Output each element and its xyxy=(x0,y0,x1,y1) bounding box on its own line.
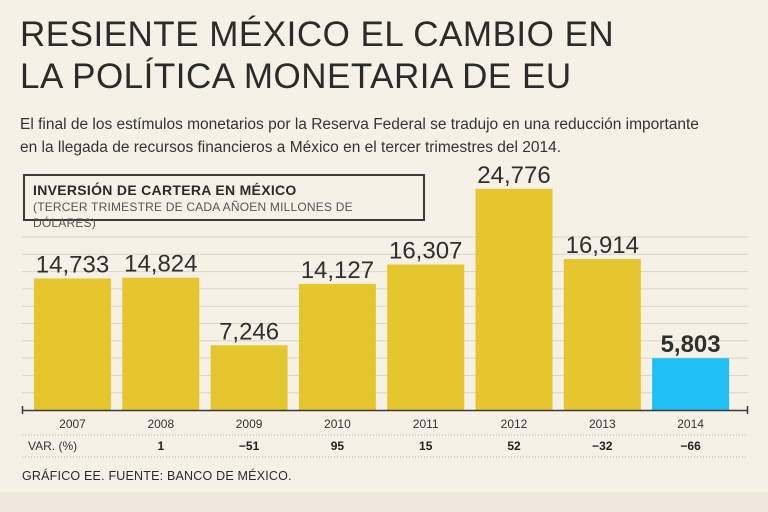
value-label-2012: 24,776 xyxy=(477,162,550,189)
bottom-band xyxy=(0,492,768,512)
value-label-2007: 14,733 xyxy=(36,252,109,279)
bar-2008 xyxy=(122,277,200,410)
value-label-2009: 7,246 xyxy=(219,318,279,345)
value-label-2011: 16,307 xyxy=(389,238,462,265)
subtitle: El final de los estímulos monetarios por… xyxy=(20,113,755,159)
title-line-2: LA POLÍTICA MONETARIA DE EU xyxy=(20,57,572,96)
value-label-2010: 14,127 xyxy=(301,257,374,284)
subtitle-line-2: en la llegada de recursos financieros a … xyxy=(20,139,562,156)
bar-2014 xyxy=(652,358,730,410)
x-tick-label-2012: 2012 xyxy=(501,417,528,431)
variation-value-2008: 1 xyxy=(157,439,164,453)
bar-2013 xyxy=(563,259,641,410)
x-tick-label-2010: 2010 xyxy=(324,417,351,431)
bar-2012 xyxy=(475,188,553,410)
title-line-1: RESIENTE MÉXICO EL CAMBIO EN xyxy=(20,15,615,54)
variation-value-2014: −66 xyxy=(680,439,701,453)
value-label-2008: 14,824 xyxy=(124,251,197,278)
page-title: RESIENTE MÉXICO EL CAMBIO EN LA POLÍTICA… xyxy=(20,14,760,98)
x-tick-label-2014: 2014 xyxy=(677,417,704,431)
x-tick-label-2008: 2008 xyxy=(147,417,174,431)
variation-value-2012: 52 xyxy=(507,439,521,453)
variation-value-2010: 95 xyxy=(331,439,345,453)
bar-2009 xyxy=(210,345,288,410)
bar-2010 xyxy=(298,283,376,410)
x-tick-label-2009: 2009 xyxy=(236,417,263,431)
bar-2011 xyxy=(387,264,465,410)
variation-value-2013: −32 xyxy=(592,439,613,453)
source-footer: GRÁFICO EE. FUENTE: BANCO DE MÉXICO. xyxy=(22,469,292,483)
bar-2007 xyxy=(34,278,111,410)
legend-title: INVERSIÓN DE CARTERA EN MÉXICO xyxy=(33,182,297,198)
legend-subtitle: (TERCER TRIMESTRE DE CADA AÑOEN MILLONES… xyxy=(33,200,353,230)
x-tick-label-2011: 2011 xyxy=(413,417,439,431)
subtitle-line-1: El final de los estímulos monetarios por… xyxy=(20,116,699,133)
x-tick-label-2013: 2013 xyxy=(589,417,616,431)
variation-value-2009: −51 xyxy=(239,439,260,453)
x-tick-label-2007: 2007 xyxy=(59,417,86,431)
variation-row-label: VAR. (%) xyxy=(28,439,77,453)
chart-legend-box: INVERSIÓN DE CARTERA EN MÉXICO (TERCER T… xyxy=(23,174,425,230)
value-label-2013: 16,914 xyxy=(566,232,639,259)
variation-value-2011: 15 xyxy=(419,439,433,453)
value-label-2014: 5,803 xyxy=(661,331,721,358)
